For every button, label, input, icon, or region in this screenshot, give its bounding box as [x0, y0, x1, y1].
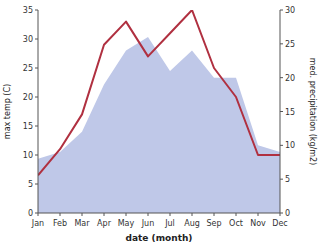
- x-tick-label: Nov: [250, 219, 266, 228]
- x-tick-label: Jul: [164, 219, 175, 228]
- x-tick-label: Apr: [97, 219, 112, 228]
- y2-tick: [280, 145, 283, 146]
- x-tick-label: Jan: [31, 219, 44, 228]
- y2-axis-label: med. precipitation (kg/m2): [308, 58, 317, 165]
- x-tick: [258, 213, 259, 216]
- x-tick: [192, 213, 193, 216]
- y-axis-line: [38, 10, 39, 213]
- y-tick-label: 25: [23, 64, 33, 73]
- y2-tick-label: 0: [285, 209, 290, 218]
- x-tick-label: May: [118, 219, 135, 228]
- y-tick-label: 20: [23, 93, 33, 102]
- x-axis-line: [38, 213, 280, 214]
- x-tick: [214, 213, 215, 216]
- x-tick: [148, 213, 149, 216]
- line: [38, 10, 280, 175]
- x-tick-label: Sep: [206, 219, 221, 228]
- y-tick-label: 35: [23, 6, 33, 15]
- y-tick: [35, 97, 38, 98]
- y2-tick: [280, 111, 283, 112]
- y2-tick-label: 5: [285, 175, 290, 184]
- x-tick: [104, 213, 105, 216]
- chart-container: JanFebMarAprMayJunJulAugSepOctNovDec0510…: [0, 0, 318, 247]
- y2-tick: [280, 43, 283, 44]
- y-tick-label: 5: [28, 180, 33, 189]
- y-tick: [35, 39, 38, 40]
- x-tick-label: Mar: [74, 219, 90, 228]
- y2-tick-label: 30: [285, 6, 295, 15]
- y2-tick-label: 20: [285, 74, 295, 83]
- x-tick-label: Feb: [53, 219, 67, 228]
- y2-tick-label: 15: [285, 108, 295, 117]
- x-tick: [60, 213, 61, 216]
- y2-tick: [280, 10, 283, 11]
- y-tick: [35, 155, 38, 156]
- chart: JanFebMarAprMayJunJulAugSepOctNovDec0510…: [0, 0, 318, 247]
- y-tick: [35, 184, 38, 185]
- y2-tick-label: 25: [285, 40, 295, 49]
- y-tick: [35, 126, 38, 127]
- plot-area: [38, 10, 280, 213]
- x-tick-label: Aug: [184, 219, 200, 228]
- y-tick: [35, 10, 38, 11]
- y-tick: [35, 213, 38, 214]
- x-tick: [170, 213, 171, 216]
- y-axis-label: max temp (C): [3, 84, 12, 139]
- x-tick: [236, 213, 237, 216]
- y-tick: [35, 68, 38, 69]
- x-axis-label: date (month): [126, 233, 193, 243]
- y-tick-label: 0: [28, 209, 33, 218]
- y-tick-label: 30: [23, 35, 33, 44]
- y-tick-label: 15: [23, 122, 33, 131]
- x-tick-label: Jun: [141, 219, 155, 228]
- x-tick-label: Dec: [272, 219, 287, 228]
- y2-tick: [280, 77, 283, 78]
- y2-tick: [280, 179, 283, 180]
- x-tick: [126, 213, 127, 216]
- y2-tick: [280, 213, 283, 214]
- x-tick: [82, 213, 83, 216]
- y-tick-label: 10: [23, 151, 33, 160]
- x-tick-label: Oct: [229, 219, 243, 228]
- y2-tick-label: 10: [285, 141, 295, 150]
